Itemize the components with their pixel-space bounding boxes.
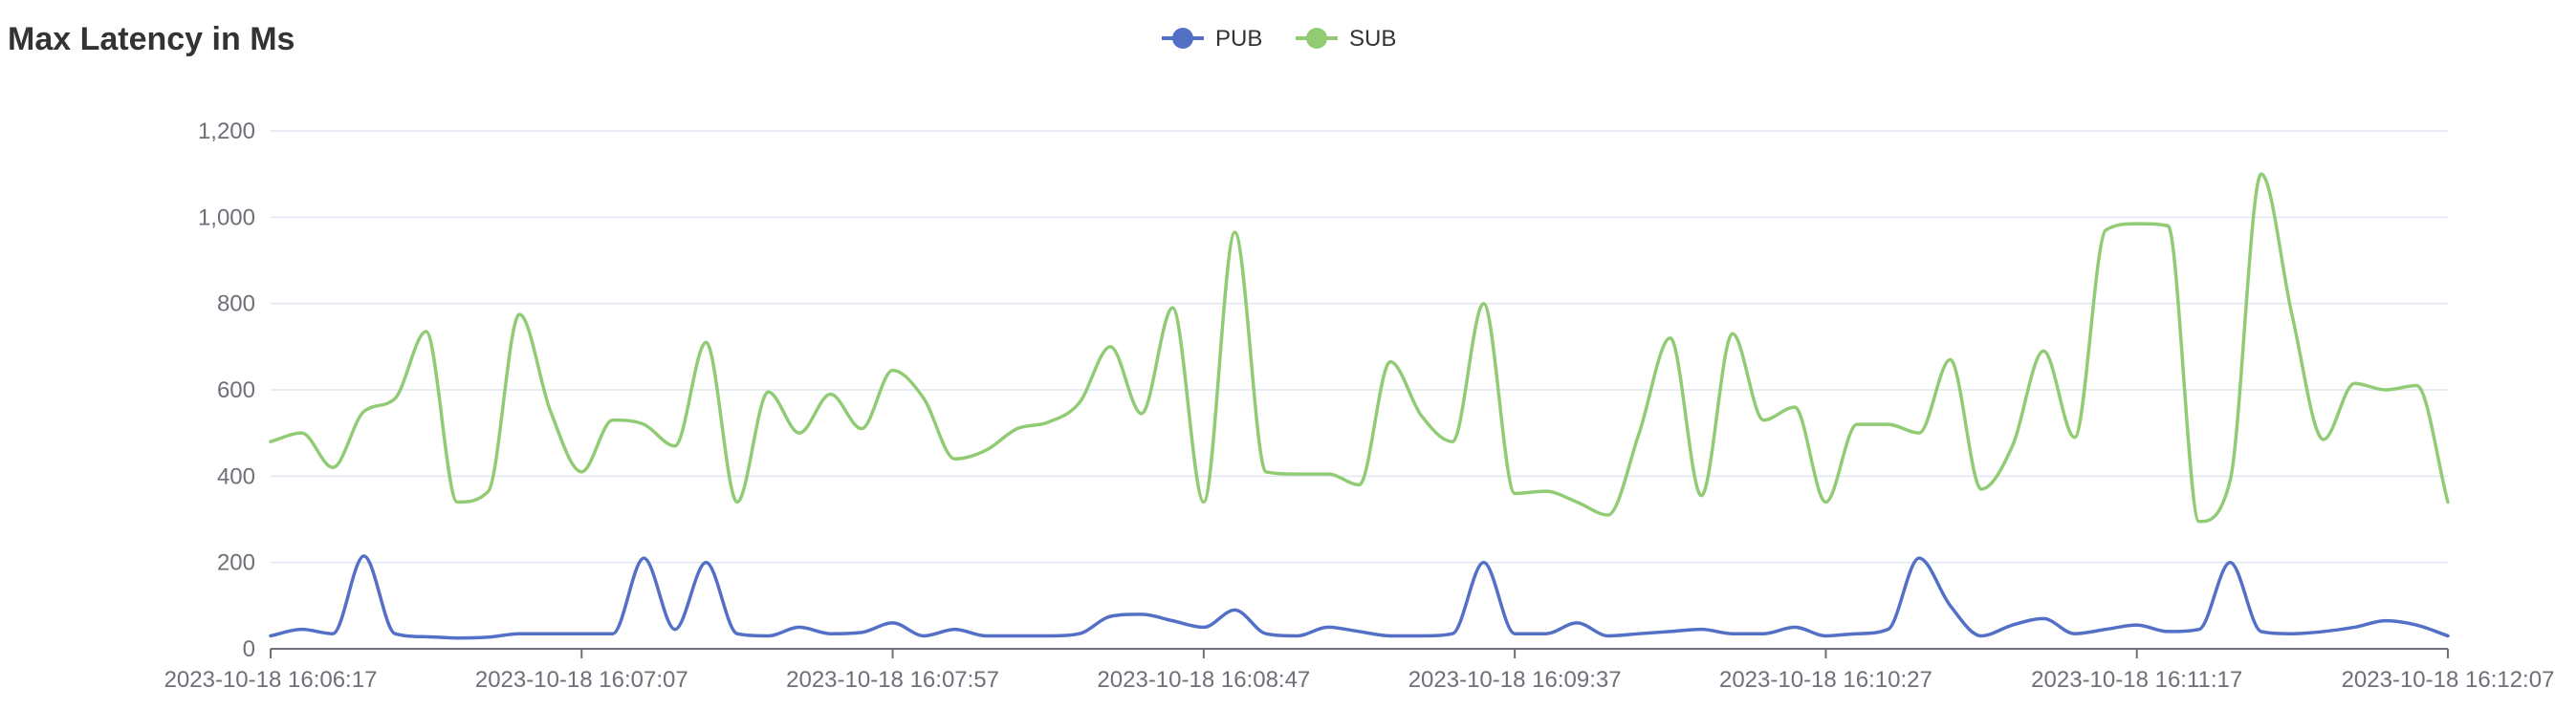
legend-item-sub[interactable]: SUB [1296, 26, 1396, 52]
y-tick-label: 400 [217, 463, 255, 489]
x-tick-label: 2023-10-18 16:08:47 [1097, 667, 1310, 693]
legend[interactable]: PUB SUB [1162, 26, 1396, 52]
chart-title: Max Latency in Ms [8, 21, 295, 57]
legend-item-pub[interactable]: PUB [1162, 26, 1262, 52]
y-axis-labels: 0 200 400 600 800 1,000 1,200 [198, 118, 255, 662]
y-tick-label: 200 [217, 550, 255, 576]
x-tick-label: 2023-10-18 16:11:17 [2031, 667, 2242, 693]
y-tick-label: 800 [217, 291, 255, 317]
grid-lines [271, 130, 2448, 564]
y-tick-label: 1,000 [198, 204, 255, 230]
legend-label: SUB [1349, 26, 1396, 52]
y-tick-label: 600 [217, 377, 255, 403]
x-tick-label: 2023-10-18 16:06:17 [164, 667, 378, 693]
legend-marker-icon [1172, 28, 1193, 49]
series-line-pub [269, 554, 2450, 640]
x-axis [270, 648, 2449, 658]
x-axis-labels: 2023-10-18 16:06:17 2023-10-18 16:07:07 20… [164, 667, 2555, 693]
x-tick-label: 2023-10-18 16:12:07 [2342, 667, 2555, 693]
legend-label: PUB [1215, 26, 1262, 52]
y-tick-label: 1,200 [198, 118, 255, 144]
legend-marker-icon [1306, 28, 1327, 49]
x-tick-label: 2023-10-18 16:07:57 [786, 667, 999, 693]
x-tick-label: 2023-10-18 16:09:37 [1408, 667, 1622, 693]
series-line-sub [269, 172, 2450, 524]
x-tick-label: 2023-10-18 16:10:27 [1719, 667, 1932, 693]
y-tick-label: 0 [243, 636, 255, 662]
series-lines [269, 172, 2450, 640]
x-tick-label: 2023-10-18 16:07:07 [475, 667, 688, 693]
